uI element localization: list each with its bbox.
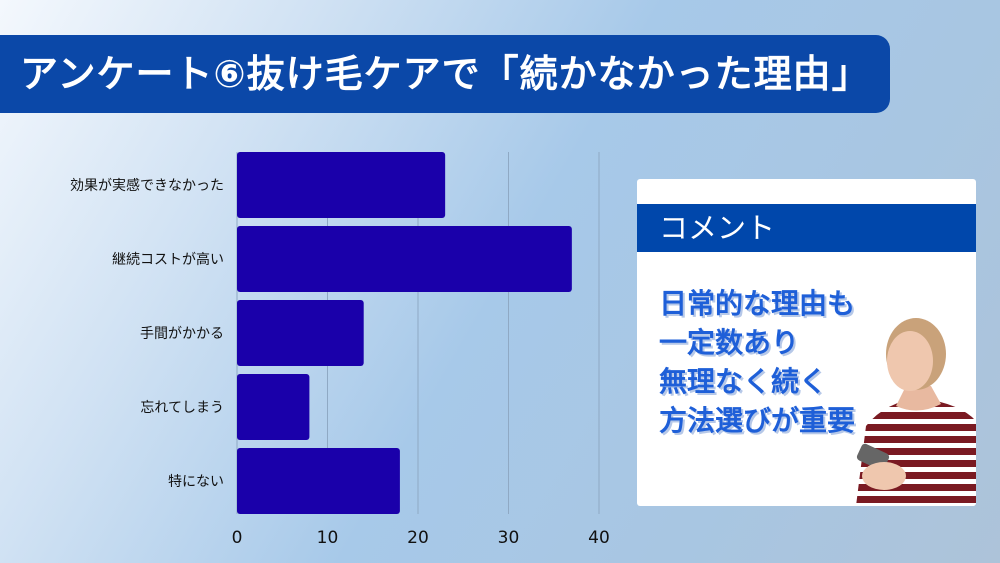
x-tick-label: 30: [498, 528, 520, 548]
x-tick-label: 10: [317, 528, 339, 548]
x-tick-label: 0: [232, 528, 243, 548]
comment-body: 日常的な理由も 一定数あり 無理なく続く 方法選びが重要: [659, 284, 855, 440]
category-label: 忘れてしまう: [140, 400, 224, 416]
comment-line: 一定数あり: [659, 326, 800, 359]
bar: [237, 374, 310, 440]
bar: [237, 300, 364, 366]
comment-line: 無理なく続く: [659, 365, 828, 398]
bar: [237, 448, 400, 514]
bar: [237, 226, 572, 292]
category-label: 継続コストが高い: [112, 251, 224, 268]
comment-line: 方法選びが重要: [659, 404, 856, 437]
woman-photo: [856, 318, 976, 506]
category-label: 効果が実感できなかった: [70, 177, 224, 194]
category-label: 手間がかかる: [140, 326, 224, 342]
comment-line: 日常的な理由も: [659, 287, 856, 320]
comment-card: コメント 日常的な理由も 一定数あり 無理なく続く 方法選びが重要: [637, 179, 976, 506]
x-tick-label: 20: [407, 528, 429, 548]
comment-header: コメント: [637, 204, 976, 252]
x-tick-label: 40: [588, 528, 610, 548]
category-label: 特にない: [168, 474, 224, 490]
slide-title: アンケート⑥抜け毛ケアで「続かなかった理由」: [0, 35, 890, 113]
bar: [237, 152, 446, 218]
